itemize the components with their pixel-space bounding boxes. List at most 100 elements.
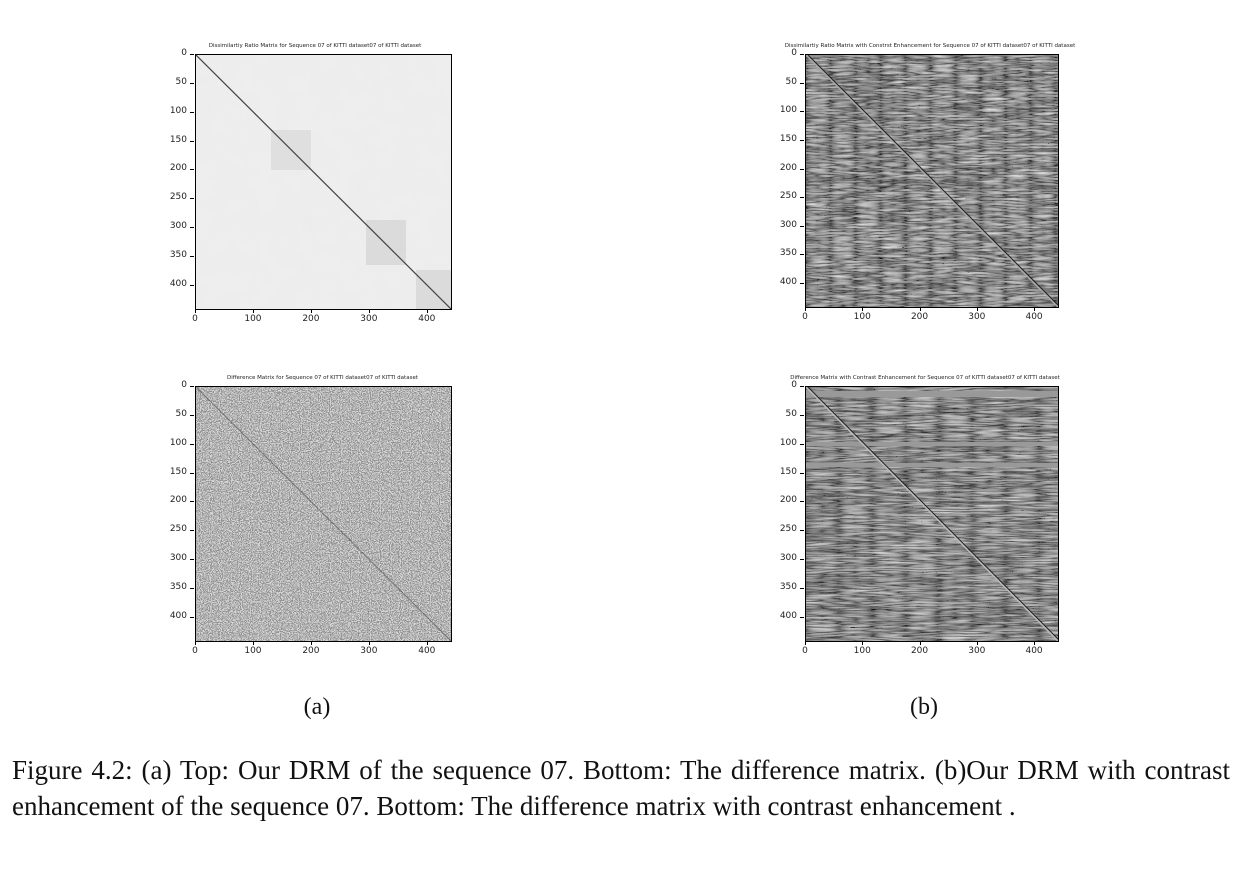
x-tick-mark xyxy=(805,641,806,645)
y-tick-label: 150 xyxy=(779,466,797,477)
y-tick-mark xyxy=(800,225,804,227)
y-tick-label: 400 xyxy=(169,278,187,289)
y-tick-label: 0 xyxy=(791,48,797,58)
y-tick-mark xyxy=(190,169,194,171)
y-tick-mark xyxy=(190,530,194,532)
y-tick-label: 100 xyxy=(169,437,187,448)
y-tick-mark xyxy=(800,54,804,55)
y-tick-label: 200 xyxy=(779,162,797,173)
y-tick-mark xyxy=(800,616,804,618)
matrix-plot xyxy=(195,386,452,642)
y-tick-mark xyxy=(800,82,804,84)
x-tick-label: 400 xyxy=(1025,312,1043,322)
x-tick-mark xyxy=(976,641,978,645)
x-tick-label: 200 xyxy=(910,312,929,322)
y-tick-mark xyxy=(190,111,194,113)
y-tick-label: 150 xyxy=(169,466,187,477)
y-tick-label: 300 xyxy=(779,219,797,230)
x-tick-mark xyxy=(862,307,864,311)
y-tick-label: 0 xyxy=(181,48,187,58)
y-tick-label: 300 xyxy=(169,221,187,232)
y-tick-mark xyxy=(190,616,194,618)
y-tick-mark xyxy=(800,168,804,170)
y-tick-label: 350 xyxy=(169,582,187,593)
x-tick-mark xyxy=(862,641,864,645)
x-tick-mark xyxy=(195,641,196,645)
x-tick-label: 0 xyxy=(802,312,808,322)
x-tick-label: 0 xyxy=(192,314,198,324)
panel-b-top: Dissimilartiy Ratio Matrix with Constrst… xyxy=(760,40,1090,340)
panel-title: Dissimilartiy Ratio Matrix with Constrst… xyxy=(784,43,1076,49)
matrix-image xyxy=(806,387,1058,641)
y-tick-mark xyxy=(800,443,804,445)
y-tick-mark xyxy=(800,283,804,285)
x-tick-mark xyxy=(919,307,921,311)
y-tick-label: 50 xyxy=(785,408,797,419)
y-tick-label: 200 xyxy=(169,495,187,506)
y-tick-label: 350 xyxy=(169,250,187,261)
panel-title: Dissimilartiy Ratio Matrix for Sequence … xyxy=(208,43,422,49)
y-tick-mark xyxy=(800,530,804,532)
y-tick-mark xyxy=(190,198,194,200)
y-tick-mark xyxy=(190,386,194,387)
x-tick-label: 100 xyxy=(853,646,871,656)
matrix-plot xyxy=(805,386,1059,642)
y-tick-label: 200 xyxy=(169,163,187,174)
matrix-plot xyxy=(805,54,1059,308)
panel-title: Difference Matrix with Contrast Enhancem… xyxy=(790,375,1060,381)
x-tick-label: 300 xyxy=(968,312,986,322)
y-tick-label: 100 xyxy=(779,437,797,448)
panel-b-bottom: Difference Matrix with Contrast Enhancem… xyxy=(760,372,1090,672)
y-tick-mark xyxy=(190,443,194,445)
y-tick-label: 200 xyxy=(779,495,797,506)
x-tick-label: 100 xyxy=(244,314,262,324)
x-tick-label: 400 xyxy=(418,646,436,656)
matrix-image xyxy=(806,55,1058,307)
y-tick-mark xyxy=(190,256,194,258)
panel-title: Difference Matrix for Sequence 07 of KIT… xyxy=(227,375,418,381)
y-tick-label: 250 xyxy=(169,524,187,535)
y-tick-label: 400 xyxy=(779,610,797,621)
y-tick-label: 0 xyxy=(181,380,187,390)
x-tick-label: 200 xyxy=(302,314,320,324)
y-tick-label: 350 xyxy=(779,248,797,259)
y-tick-mark xyxy=(190,501,194,503)
x-tick-label: 400 xyxy=(1025,646,1043,656)
y-tick-label: 250 xyxy=(779,191,797,202)
x-tick-mark xyxy=(310,309,312,313)
matrix-image xyxy=(196,387,451,641)
y-tick-label: 250 xyxy=(779,524,797,535)
y-tick-label: 50 xyxy=(175,408,187,419)
x-tick-mark xyxy=(310,641,312,645)
y-tick-mark xyxy=(190,414,194,416)
y-tick-mark xyxy=(800,559,804,561)
x-tick-mark xyxy=(426,309,428,313)
y-tick-label: 300 xyxy=(779,553,797,564)
y-tick-label: 50 xyxy=(175,76,187,87)
y-tick-label: 100 xyxy=(779,105,797,116)
y-tick-mark xyxy=(800,414,804,416)
x-tick-label: 300 xyxy=(968,646,986,656)
y-tick-label: 400 xyxy=(779,277,797,288)
y-tick-mark xyxy=(190,82,194,84)
y-tick-mark xyxy=(190,559,194,561)
panel-a-bottom: Difference Matrix for Sequence 07 of KIT… xyxy=(150,372,480,672)
x-tick-mark xyxy=(195,309,196,313)
y-tick-mark xyxy=(800,111,804,113)
x-tick-mark xyxy=(426,641,428,645)
x-tick-mark xyxy=(1034,641,1036,645)
x-tick-label: 300 xyxy=(360,314,378,324)
y-tick-mark xyxy=(190,588,194,590)
x-tick-label: 200 xyxy=(910,646,929,656)
sub-label-b: (b) xyxy=(910,694,938,720)
y-tick-mark xyxy=(800,386,804,387)
y-tick-label: 150 xyxy=(169,134,187,145)
x-tick-label: 100 xyxy=(853,312,871,322)
y-tick-mark xyxy=(800,588,804,590)
y-tick-label: 250 xyxy=(169,192,187,203)
x-tick-mark xyxy=(805,307,806,311)
x-tick-label: 0 xyxy=(802,646,808,656)
matrix-plot xyxy=(195,54,452,310)
y-tick-label: 350 xyxy=(779,582,797,593)
y-tick-mark xyxy=(190,284,194,286)
